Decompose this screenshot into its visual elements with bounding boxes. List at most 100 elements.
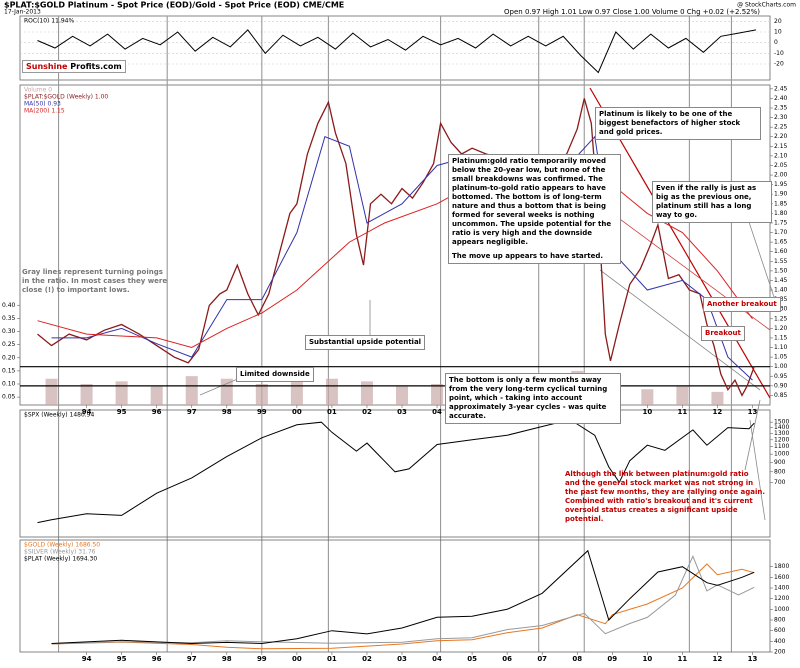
- logo-part: Profits.com: [70, 62, 122, 71]
- y-tick-label: 1.80: [774, 210, 788, 217]
- y-tick-label: 2.20: [774, 133, 788, 140]
- y-tick-label: 1.65: [774, 239, 788, 246]
- x-tick-label: 10: [642, 655, 652, 663]
- y2-tick-label: 0.10: [2, 381, 16, 388]
- y-tick-label: 400: [774, 638, 786, 645]
- x-tick-label: 06: [502, 655, 512, 663]
- y-tick-label: 1.15: [774, 334, 788, 341]
- y-tick-label: 1200: [774, 436, 789, 443]
- x-tick-label: 13: [748, 655, 758, 663]
- y-tick-label: 1.60: [774, 248, 788, 255]
- volume-bar: [80, 384, 93, 405]
- volume-bar: [641, 389, 654, 405]
- x-tick-label: 96: [152, 655, 162, 663]
- y2-tick-label: 0.25: [2, 341, 16, 348]
- y-tick-label: 600: [774, 627, 786, 634]
- annotation: The bottom is only a few months away fro…: [445, 373, 621, 424]
- y-tick-label: 20: [774, 18, 782, 25]
- y-tick-label: 1400: [774, 585, 789, 592]
- y-tick-label: 1.30: [774, 306, 788, 313]
- annotation: Gray lines represent turning poings in t…: [22, 268, 168, 294]
- volume-bar: [711, 391, 724, 405]
- annotation: Although the link between platinum:gold …: [565, 470, 766, 523]
- y-tick-label: 2.30: [774, 114, 788, 121]
- y-tick-label: 1000: [774, 451, 789, 458]
- y-tick-label: 0: [774, 39, 778, 46]
- y2-tick-label: 0.40: [2, 302, 16, 309]
- volume-bar: [115, 381, 128, 405]
- date: 17-Jan-2013: [4, 9, 41, 16]
- annotation: Limited downside: [236, 367, 314, 382]
- series-line: [37, 159, 753, 349]
- series-line: [51, 563, 755, 650]
- volume-bar: [676, 386, 689, 405]
- x-tick-label: 99: [257, 408, 267, 416]
- legend-entry: $PLAT (Weekly) 1694.30: [24, 556, 97, 563]
- y-tick-label: 1.05: [774, 354, 788, 361]
- y-tick-label: 1.10: [774, 344, 788, 351]
- annotation: Substantial upside potential: [305, 335, 426, 350]
- logo: Sunshine Profits.com: [22, 60, 126, 73]
- volume-bar: [396, 386, 409, 405]
- x-tick-label: 12: [713, 408, 723, 416]
- y-tick-label: 1300: [774, 430, 789, 437]
- volume-bar: [185, 376, 198, 405]
- y-tick-label: 1800: [774, 563, 789, 570]
- legend-entry: ROC(10) 11.94%: [24, 18, 74, 25]
- y2-tick-label: 0.15: [2, 367, 16, 374]
- x-tick-label: 04: [432, 655, 442, 663]
- volume-bar: [360, 381, 373, 405]
- pointer-line: [599, 269, 761, 391]
- x-tick-label: 94: [82, 408, 92, 416]
- x-tick-label: 97: [187, 655, 197, 663]
- credit: @ StockCharts.com: [737, 2, 796, 9]
- legend-entry: $SPX (Weekly) 1480.94: [24, 412, 95, 419]
- y-tick-label: 200: [774, 649, 786, 656]
- annotation-text: The move up appears to have started.: [452, 252, 603, 260]
- panel-frame: [19, 409, 771, 538]
- legend-entry: $SILVER (Weekly) 31.76: [24, 549, 96, 556]
- y-tick-label: 2.35: [774, 104, 788, 111]
- y-tick-label: 1.90: [774, 191, 788, 198]
- annotation: Platinum:gold ratio temporarily moved be…: [448, 154, 621, 264]
- y-tick-label: 2.05: [774, 162, 788, 169]
- y-tick-label: 1000: [774, 606, 789, 613]
- annotation: Another breakout: [703, 297, 781, 312]
- y-tick-label: 800: [774, 468, 786, 475]
- y-tick-label: 1.55: [774, 258, 788, 265]
- x-tick-label: 11: [678, 655, 688, 663]
- x-tick-label: 95: [117, 408, 127, 416]
- series-line: [51, 135, 753, 381]
- y-tick-label: 0.95: [774, 373, 788, 380]
- y-tick-label: 1200: [774, 595, 789, 602]
- y-tick-label: 1400: [774, 424, 789, 431]
- y-tick-label: 900: [774, 459, 786, 466]
- panel-frame: [19, 539, 771, 653]
- x-tick-label: 03: [397, 408, 407, 416]
- y-tick-label: 1.20: [774, 325, 788, 332]
- x-tick-label: 03: [397, 655, 407, 663]
- y-tick-label: 1600: [774, 574, 789, 581]
- y-tick-label: 2.10: [774, 152, 788, 159]
- y-tick-label: -20: [774, 61, 784, 68]
- y-tick-label: 800: [774, 617, 786, 624]
- y-tick-label: 1.45: [774, 277, 788, 284]
- y-tick-label: -10: [774, 50, 784, 57]
- x-tick-label: 05: [467, 655, 477, 663]
- volume-bar: [325, 378, 338, 405]
- x-tick-label: 02: [362, 655, 372, 663]
- y-tick-label: 2.45: [774, 85, 788, 92]
- y-tick-label: 0.85: [774, 392, 788, 399]
- series-line: [37, 98, 755, 397]
- y-tick-label: 2.25: [774, 124, 788, 131]
- x-tick-label: 13: [748, 408, 758, 416]
- pointer-line: [749, 419, 766, 521]
- legend-entry: $PLAT:$GOLD (Weekly) 1.00: [24, 94, 108, 101]
- y-tick-label: 1.85: [774, 200, 788, 207]
- x-tick-label: 11: [678, 408, 688, 416]
- y-tick-label: 1.75: [774, 219, 788, 226]
- y2-tick-label: 0.30: [2, 328, 16, 335]
- panel-frame: [19, 15, 771, 81]
